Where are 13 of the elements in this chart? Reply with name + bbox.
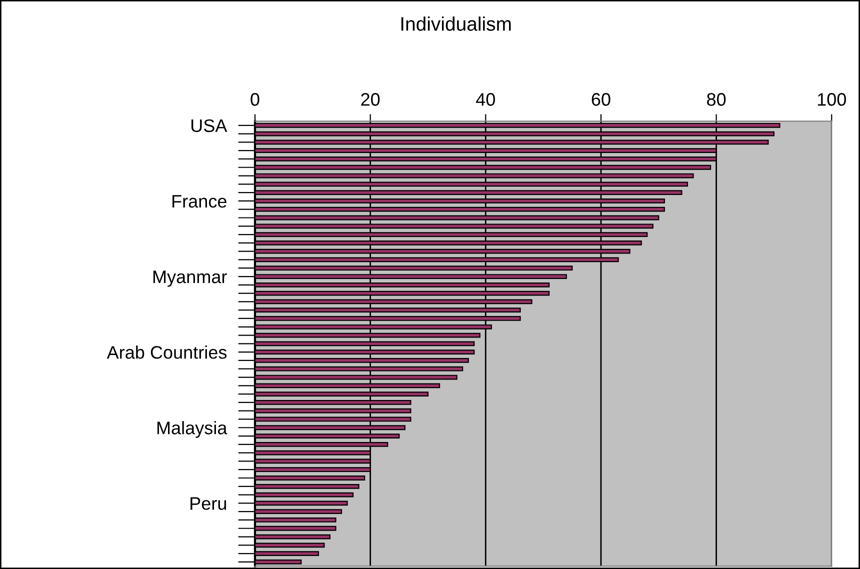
- x-tick-label: 80: [707, 93, 726, 106]
- x-tick-label: 60: [592, 93, 610, 106]
- y-tick-label: Myanmar: [153, 270, 227, 287]
- x-tick-label: 0: [250, 93, 260, 106]
- y-tick-label: Peru: [190, 497, 226, 510]
- y-tick-label: France: [172, 195, 226, 208]
- chart-title: Individualism: [401, 16, 511, 31]
- y-tick-label: Arab Countries: [106, 346, 227, 359]
- x-tick-label: 20: [361, 93, 380, 106]
- x-tick-label: 100: [818, 93, 846, 106]
- x-tick-label: 40: [476, 93, 495, 106]
- y-tick-label: USA: [191, 119, 228, 132]
- y-tick-label: Malaysia: [157, 421, 228, 438]
